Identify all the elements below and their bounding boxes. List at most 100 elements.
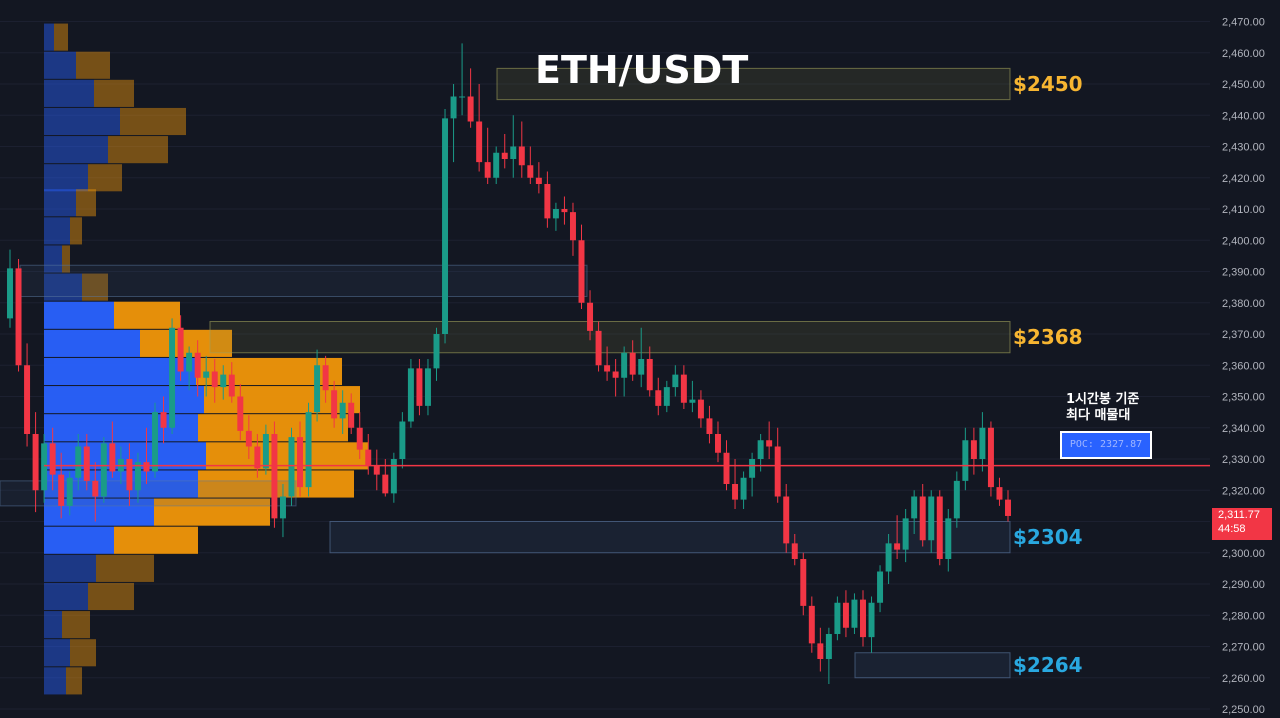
candle-up xyxy=(638,359,645,375)
profile-buy-bar xyxy=(44,639,70,667)
profile-buy-bar xyxy=(44,217,70,245)
candle-down xyxy=(416,368,423,406)
candle-up xyxy=(41,443,48,491)
chart-title: ETH/USDT xyxy=(535,48,749,92)
candle-down xyxy=(143,462,150,472)
candle-up xyxy=(953,480,960,519)
candle-down xyxy=(612,371,619,378)
candle-down xyxy=(970,440,977,459)
candle-up xyxy=(433,334,440,369)
axis-tick-label: 2,360.00 xyxy=(1222,360,1265,372)
zone-box xyxy=(0,480,297,507)
axis-tick-label: 2,330.00 xyxy=(1222,454,1265,466)
axis-tick-label: 2,320.00 xyxy=(1222,485,1265,497)
profile-sell-bar xyxy=(62,245,70,273)
profile-sell-bar xyxy=(88,164,122,192)
candle-down xyxy=(714,434,721,453)
profile-sell-bar xyxy=(76,51,110,79)
axis-tick-label: 2,380.00 xyxy=(1222,298,1265,310)
candle-up xyxy=(689,399,696,403)
candle-down xyxy=(365,449,372,466)
profile-buy-bar xyxy=(44,554,96,582)
axis-tick-label: 2,470.00 xyxy=(1222,17,1265,29)
profile-buy-bar xyxy=(44,582,88,611)
profile-sell-bar xyxy=(70,217,82,245)
candle-down xyxy=(373,465,380,475)
candle-up xyxy=(186,352,193,372)
axis-background xyxy=(1210,0,1280,718)
candle-down xyxy=(774,446,781,497)
candle-down xyxy=(817,643,824,659)
poc-annotation-line-2: 최다 매물대 xyxy=(1066,408,1131,423)
candle-down xyxy=(92,480,99,497)
candle-down xyxy=(578,240,585,303)
candle-down xyxy=(177,327,184,372)
zone-box xyxy=(854,652,1011,679)
axis-tick-label: 2,410.00 xyxy=(1222,204,1265,216)
candle-down xyxy=(237,396,244,431)
axis-tick-label: 2,430.00 xyxy=(1222,142,1265,154)
candle-down xyxy=(467,96,474,122)
candle-up xyxy=(339,402,346,419)
candle-down xyxy=(842,602,849,628)
candle-up xyxy=(757,440,764,459)
candle-up xyxy=(663,387,670,406)
candle-down xyxy=(535,177,542,184)
candle-up xyxy=(134,462,141,491)
profile-buy-bar xyxy=(44,79,94,107)
candle-down xyxy=(732,484,739,500)
axis-tick-label: 2,350.00 xyxy=(1222,392,1265,404)
candle-down xyxy=(58,474,65,506)
price-axis[interactable]: 2,250.00 2,260.00 2,270.00 2,280.00 2,290.00… xyxy=(1210,0,1280,718)
candle-down xyxy=(254,446,261,469)
candle-down xyxy=(919,496,926,541)
profile-buy-bar xyxy=(44,667,66,695)
axis-tick-label: 2,300.00 xyxy=(1222,548,1265,560)
candle-down xyxy=(544,184,551,219)
candle-down xyxy=(680,374,687,403)
candle-down xyxy=(706,418,713,434)
candle-down xyxy=(1005,499,1011,516)
candle-down xyxy=(382,474,389,494)
candle-up xyxy=(442,118,449,334)
profile-sell-bar xyxy=(120,107,186,136)
current-price-tag: 2,311.77 44:58 xyxy=(1212,508,1272,540)
candle-down xyxy=(791,543,798,559)
axis-tick-label: 2,440.00 xyxy=(1222,110,1265,122)
candle-down xyxy=(109,443,116,472)
candle-countdown: 44:58 xyxy=(1218,523,1246,535)
candle-down xyxy=(783,496,790,544)
candle-down xyxy=(655,390,662,406)
candle-down xyxy=(356,427,363,450)
candle-up xyxy=(152,412,158,472)
candle-down xyxy=(211,371,218,388)
candle-up xyxy=(834,602,841,634)
candle-down xyxy=(766,440,773,447)
candle-down xyxy=(697,399,704,419)
candle-up xyxy=(979,427,986,459)
candle-down xyxy=(476,121,483,163)
candle-up xyxy=(203,371,210,378)
profile-sell-bar xyxy=(114,301,180,329)
candle-down xyxy=(604,365,611,372)
candle-down xyxy=(936,496,943,559)
candle-down xyxy=(629,352,636,375)
candle-up xyxy=(740,477,747,500)
candle-down xyxy=(322,365,329,391)
candle-up xyxy=(66,477,73,506)
candle-down xyxy=(83,446,90,481)
profile-sell-bar xyxy=(66,667,82,695)
candle-down xyxy=(228,374,235,397)
candle-up xyxy=(7,268,13,319)
candle-down xyxy=(194,352,201,378)
candle-up xyxy=(305,412,312,488)
candle-up xyxy=(911,496,918,519)
axis-tick-label: 2,260.00 xyxy=(1222,673,1265,685)
axis-tick-label: 2,340.00 xyxy=(1222,423,1265,435)
zone-label-2304: $2304 xyxy=(1013,525,1083,550)
profile-sell-bar xyxy=(54,23,68,51)
candle-down xyxy=(860,599,866,638)
zone-box xyxy=(19,264,588,297)
axis-tick-label: 2,400.00 xyxy=(1222,235,1265,247)
